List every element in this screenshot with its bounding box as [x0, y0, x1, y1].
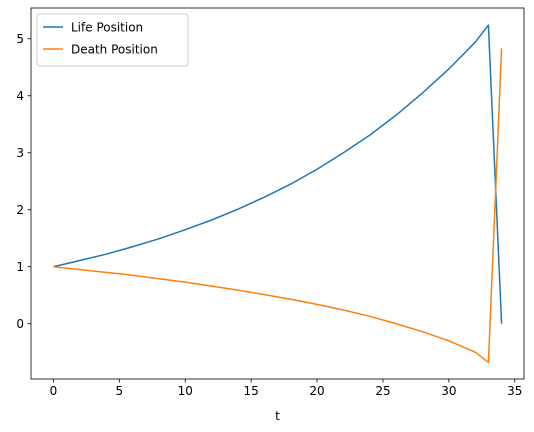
- x-tick-label: 10: [178, 384, 193, 398]
- legend: Life Position Death Position: [36, 13, 189, 67]
- series-layer: [53, 24, 503, 364]
- x-tick-label: 30: [441, 384, 456, 398]
- series-line-1: [53, 48, 503, 364]
- x-tick-label: 0: [50, 384, 58, 398]
- y-tick-label: 4: [16, 89, 24, 103]
- y-tick-label: 5: [16, 32, 24, 46]
- plot-frame: [30, 7, 525, 380]
- x-tick-label: 15: [243, 384, 258, 398]
- x-tick-label: 25: [375, 384, 390, 398]
- x-tick-label: 20: [309, 384, 324, 398]
- legend-entry-1: Death Position: [71, 42, 158, 56]
- y-tick-label: 1: [16, 260, 24, 274]
- x-tick-label: 35: [507, 384, 522, 398]
- x-tick-label: 5: [115, 384, 123, 398]
- x-axis-ticks: 0 5 10 15 20 25 30 35: [50, 379, 522, 398]
- legend-box: [36, 13, 189, 67]
- y-tick-label: 0: [16, 317, 24, 331]
- x-axis-label: t: [275, 409, 280, 423]
- y-axis-ticks: 0 1 2 3 4 5: [16, 32, 31, 331]
- y-tick-label: 3: [16, 146, 24, 160]
- y-tick-label: 2: [16, 203, 24, 217]
- series-line-0: [53, 24, 503, 324]
- legend-entry-0: Life Position: [71, 20, 143, 34]
